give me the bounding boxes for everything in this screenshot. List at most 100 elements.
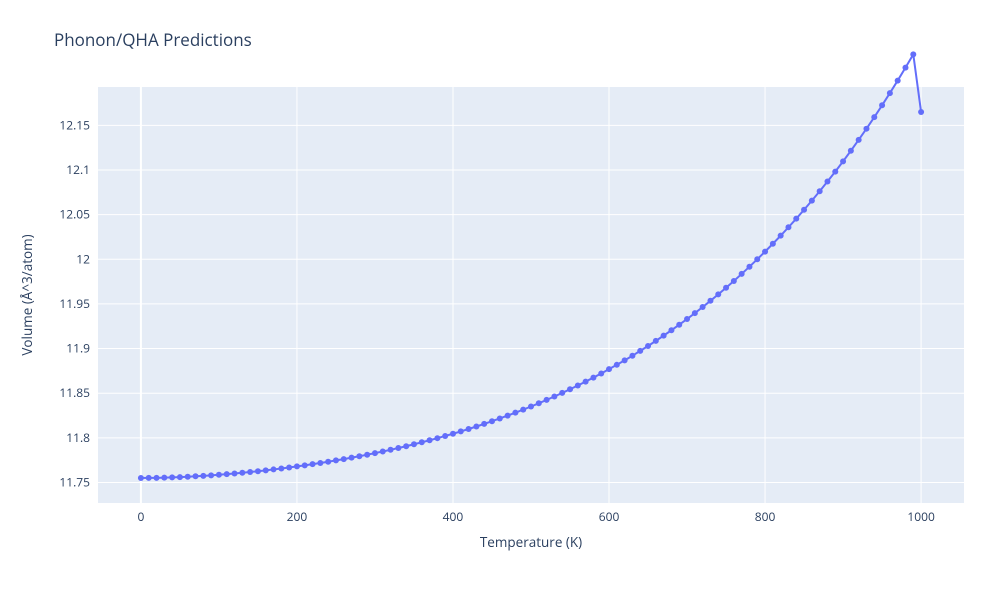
data-marker[interactable] [310, 461, 316, 467]
data-marker[interactable] [840, 158, 846, 164]
data-marker[interactable] [364, 452, 370, 458]
data-marker[interactable] [208, 472, 214, 478]
data-marker[interactable] [317, 460, 323, 466]
data-marker[interactable] [395, 445, 401, 451]
data-marker[interactable] [629, 353, 635, 359]
data-marker[interactable] [754, 256, 760, 262]
data-marker[interactable] [263, 467, 269, 473]
data-marker[interactable] [692, 310, 698, 316]
data-marker[interactable] [450, 431, 456, 437]
data-marker[interactable] [216, 472, 222, 478]
data-marker[interactable] [590, 375, 596, 381]
chart-svg[interactable]: 11.7511.811.8511.911.951212.0512.112.150… [0, 0, 1000, 600]
data-marker[interactable] [544, 397, 550, 403]
data-marker[interactable] [349, 455, 355, 461]
data-marker[interactable] [567, 386, 573, 392]
data-marker[interactable] [856, 137, 862, 143]
data-marker[interactable] [895, 78, 901, 84]
data-marker[interactable] [466, 426, 472, 432]
data-marker[interactable] [762, 249, 768, 255]
data-marker[interactable] [161, 475, 167, 481]
data-marker[interactable] [645, 343, 651, 349]
data-marker[interactable] [333, 457, 339, 463]
data-marker[interactable] [684, 316, 690, 322]
data-marker[interactable] [536, 400, 542, 406]
data-marker[interactable] [661, 333, 667, 339]
data-marker[interactable] [746, 264, 752, 270]
data-marker[interactable] [801, 207, 807, 213]
data-marker[interactable] [512, 410, 518, 416]
data-marker[interactable] [653, 338, 659, 344]
data-marker[interactable] [177, 474, 183, 480]
data-marker[interactable] [778, 233, 784, 239]
data-marker[interactable] [169, 474, 175, 480]
data-marker[interactable] [489, 418, 495, 424]
data-marker[interactable] [458, 428, 464, 434]
data-marker[interactable] [193, 473, 199, 479]
data-marker[interactable] [239, 470, 245, 476]
data-marker[interactable] [707, 298, 713, 304]
data-marker[interactable] [918, 109, 924, 115]
data-marker[interactable] [505, 413, 511, 419]
data-marker[interactable] [910, 51, 916, 57]
data-marker[interactable] [224, 471, 230, 477]
data-marker[interactable] [723, 285, 729, 291]
data-marker[interactable] [325, 459, 331, 465]
data-marker[interactable] [551, 394, 557, 400]
data-marker[interactable] [380, 448, 386, 454]
data-marker[interactable] [559, 390, 565, 396]
data-marker[interactable] [598, 370, 604, 376]
data-marker[interactable] [520, 407, 526, 413]
data-marker[interactable] [185, 474, 191, 480]
data-marker[interactable] [278, 465, 284, 471]
data-marker[interactable] [809, 198, 815, 204]
data-marker[interactable] [434, 435, 440, 441]
data-marker[interactable] [700, 304, 706, 310]
data-marker[interactable] [146, 475, 152, 481]
data-marker[interactable] [271, 466, 277, 472]
data-marker[interactable] [286, 464, 292, 470]
data-marker[interactable] [793, 216, 799, 222]
data-marker[interactable] [294, 463, 300, 469]
data-marker[interactable] [739, 271, 745, 277]
data-marker[interactable] [442, 433, 448, 439]
data-marker[interactable] [411, 441, 417, 447]
data-marker[interactable] [154, 475, 160, 481]
data-marker[interactable] [403, 443, 409, 449]
data-marker[interactable] [302, 462, 308, 468]
data-marker[interactable] [848, 148, 854, 154]
data-marker[interactable] [419, 439, 425, 445]
data-marker[interactable] [832, 169, 838, 175]
data-marker[interactable] [879, 102, 885, 108]
data-marker[interactable] [372, 450, 378, 456]
data-marker[interactable] [824, 179, 830, 185]
data-marker[interactable] [138, 475, 144, 481]
data-marker[interactable] [676, 322, 682, 328]
data-marker[interactable] [583, 379, 589, 385]
data-marker[interactable] [668, 327, 674, 333]
data-marker[interactable] [770, 241, 776, 247]
data-marker[interactable] [388, 447, 394, 453]
data-marker[interactable] [232, 470, 238, 476]
data-marker[interactable] [614, 362, 620, 368]
data-marker[interactable] [902, 65, 908, 71]
data-marker[interactable] [255, 468, 261, 474]
data-marker[interactable] [356, 453, 362, 459]
data-marker[interactable] [785, 224, 791, 230]
data-marker[interactable] [863, 126, 869, 132]
data-marker[interactable] [715, 291, 721, 297]
data-marker[interactable] [637, 348, 643, 354]
data-marker[interactable] [473, 423, 479, 429]
data-marker[interactable] [427, 437, 433, 443]
data-marker[interactable] [247, 469, 253, 475]
data-marker[interactable] [200, 473, 206, 479]
data-marker[interactable] [528, 403, 534, 409]
data-marker[interactable] [575, 383, 581, 389]
data-marker[interactable] [341, 456, 347, 462]
data-marker[interactable] [731, 278, 737, 284]
data-marker[interactable] [481, 421, 487, 427]
data-marker[interactable] [887, 90, 893, 96]
data-marker[interactable] [871, 114, 877, 120]
data-marker[interactable] [622, 357, 628, 363]
data-marker[interactable] [606, 366, 612, 372]
